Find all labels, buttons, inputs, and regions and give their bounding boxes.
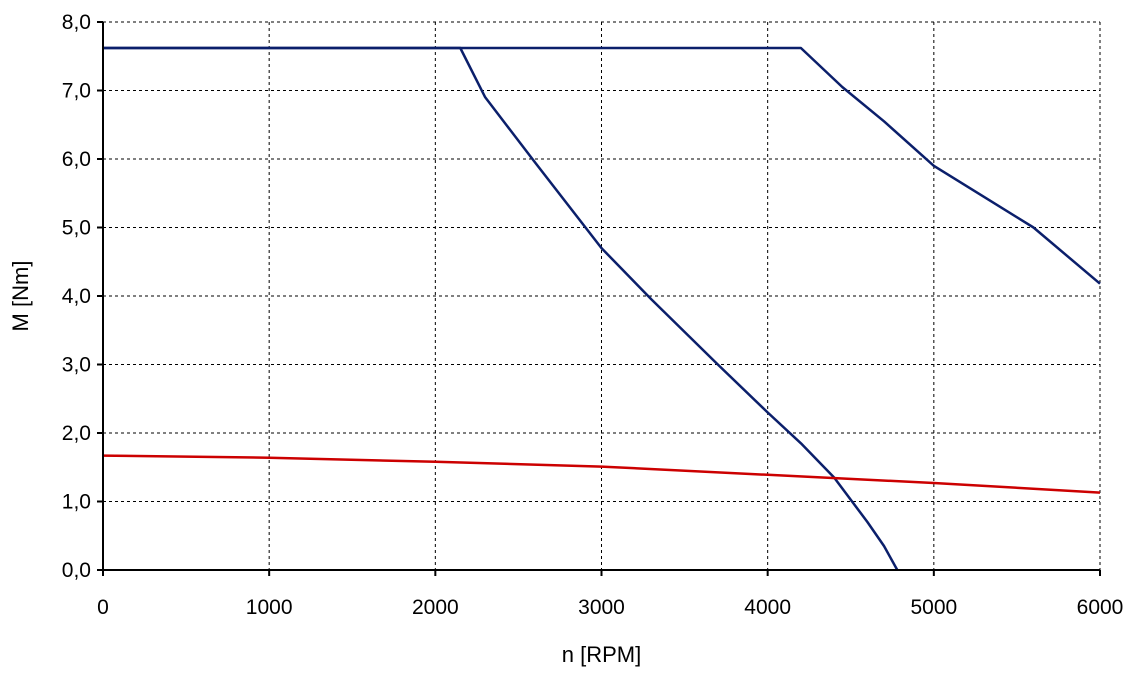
x-tick-label: 5000 bbox=[910, 596, 957, 619]
x-tick-label: 6000 bbox=[1077, 596, 1124, 619]
series-lines bbox=[102, 46, 1101, 571]
series-line-3 bbox=[102, 454, 1101, 494]
y-axis-label: M [Nm] bbox=[8, 261, 33, 332]
x-tick-label: 3000 bbox=[578, 596, 625, 619]
x-tick-label: 0 bbox=[97, 596, 109, 619]
axes bbox=[97, 21, 1101, 576]
y-tick-labels: 0,0 1,0 2,0 3,0 4,0 5,0 6,0 7,0 8,0 bbox=[62, 11, 91, 582]
y-tick-label: 4,0 bbox=[62, 285, 91, 308]
x-tick-label: 4000 bbox=[744, 596, 791, 619]
x-tick-label: 2000 bbox=[412, 596, 459, 619]
x-tick-label: 1000 bbox=[246, 596, 293, 619]
series-line-2 bbox=[103, 46, 899, 571]
x-axis-label: n [RPM] bbox=[562, 642, 641, 667]
series-line-1 bbox=[103, 46, 1101, 285]
y-tick-label: 2,0 bbox=[62, 422, 91, 445]
y-tick-label: 5,0 bbox=[62, 217, 91, 240]
y-tick-label: 8,0 bbox=[62, 11, 91, 34]
y-tick-label: 7,0 bbox=[62, 80, 91, 103]
y-tick-label: 0,0 bbox=[62, 559, 91, 582]
y-tick-label: 3,0 bbox=[62, 354, 91, 377]
grid-lines bbox=[103, 21, 1101, 570]
y-tick-label: 1,0 bbox=[62, 491, 91, 514]
y-tick-label: 6,0 bbox=[62, 148, 91, 171]
x-tick-labels: 0 1000 2000 3000 4000 5000 6000 bbox=[97, 596, 1123, 619]
